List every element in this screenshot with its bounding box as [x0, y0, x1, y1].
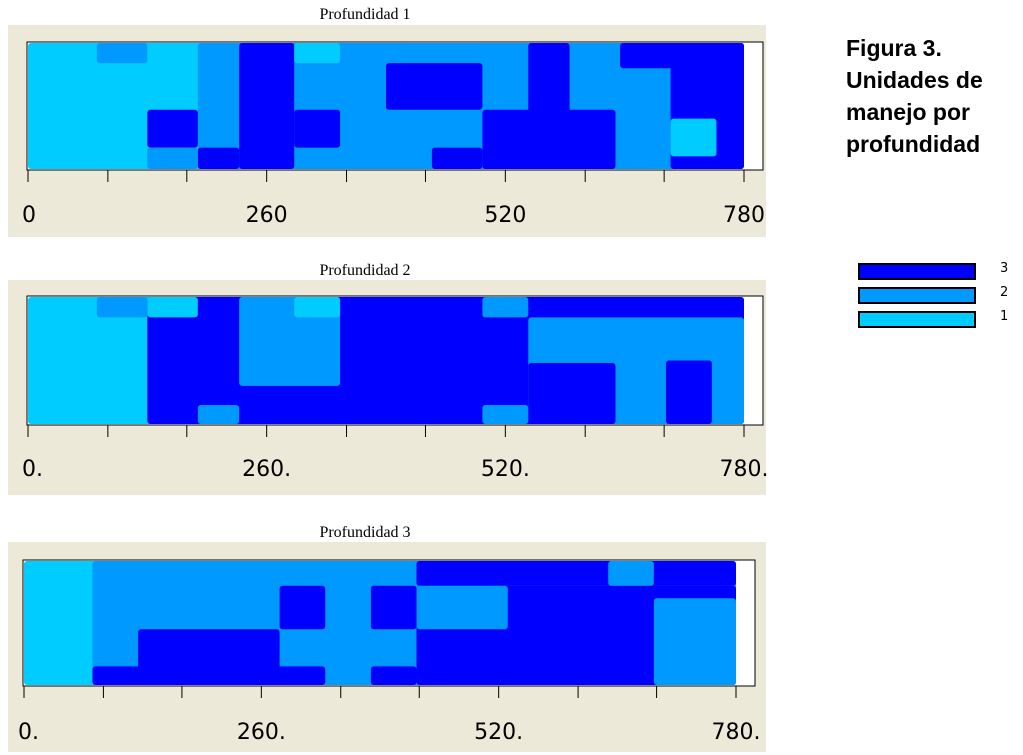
- x-tick-label: 520: [484, 203, 526, 228]
- unit-region: [528, 363, 616, 424]
- x-tick-label: 0: [22, 203, 36, 228]
- chart-panel-2: 0. 260. 520. 780.: [8, 280, 768, 495]
- unit-region: [239, 43, 295, 169]
- legend-label-2: 2: [1000, 285, 1009, 300]
- unit-region: [147, 109, 198, 148]
- x-tick-label: 260.: [242, 457, 291, 482]
- x-tick-label: 0.: [18, 720, 39, 745]
- unit-region: [386, 63, 483, 110]
- unit-region: [279, 585, 326, 630]
- unit-region: [608, 561, 654, 586]
- x-tick-label: 780.: [712, 720, 761, 745]
- unit-region: [197, 147, 240, 169]
- legend-swatch-2: [858, 287, 976, 304]
- unit-region: [665, 360, 712, 424]
- unit-region: [147, 297, 198, 318]
- legend-label-1: 1: [1000, 309, 1009, 324]
- x-tick-label: 780.: [720, 457, 769, 482]
- unit-region: [670, 118, 717, 157]
- x-tick-label: 780: [723, 203, 765, 228]
- x-tick-label: 520.: [481, 457, 530, 482]
- unit-region: [416, 561, 736, 586]
- figure-title-line-3: manejo por: [846, 99, 970, 125]
- unit-region: [294, 43, 341, 64]
- unit-region: [294, 109, 341, 148]
- figure-title-line-2: Unidades de: [846, 67, 983, 93]
- panel-3-title: Profundidad 3: [319, 524, 411, 541]
- chart-panel-1: 0 260 520 780: [8, 25, 766, 237]
- legend-swatch-1: [858, 311, 976, 328]
- unit-region: [96, 297, 148, 318]
- figure-title-line-1: Figura 3.: [846, 35, 942, 61]
- unit-region: [482, 297, 529, 318]
- unit-region: [370, 585, 417, 630]
- unit-region: [370, 666, 417, 685]
- unit-region: [96, 43, 148, 64]
- x-tick-label: 260: [246, 203, 288, 228]
- unit-region: [653, 598, 736, 685]
- figure-title: Figura 3. Unidades de manejo por profund…: [846, 32, 1016, 160]
- unit-region: [431, 147, 483, 169]
- x-tick-label: 260.: [237, 720, 286, 745]
- unit-region: [294, 297, 341, 318]
- legend-swatch-3: [858, 263, 976, 280]
- unit-region: [239, 297, 341, 386]
- panel-2-title: Profundidad 2: [319, 262, 411, 279]
- legend-label-3: 3: [1000, 261, 1009, 276]
- unit-region: [197, 404, 240, 424]
- panel-1-title: Profundidad 1: [319, 6, 411, 23]
- x-tick-label: 520.: [474, 720, 523, 745]
- unit-region: [482, 109, 616, 169]
- chart-panel-3: 0. 260. 520. 780.: [8, 542, 766, 752]
- figure-title-line-4: profundidad: [846, 131, 981, 157]
- unit-region: [482, 404, 529, 424]
- x-tick-label: 0.: [22, 457, 43, 482]
- legend-swatches: [858, 263, 976, 328]
- unit-region: [92, 666, 326, 685]
- unit-region: [147, 147, 198, 169]
- unit-region: [416, 585, 508, 630]
